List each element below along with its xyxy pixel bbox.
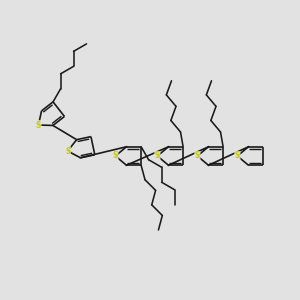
- Text: S: S: [36, 121, 41, 130]
- Text: S: S: [195, 152, 200, 160]
- Text: S: S: [235, 152, 240, 160]
- Text: S: S: [65, 146, 70, 155]
- Text: S: S: [113, 152, 118, 160]
- Text: S: S: [155, 152, 160, 160]
